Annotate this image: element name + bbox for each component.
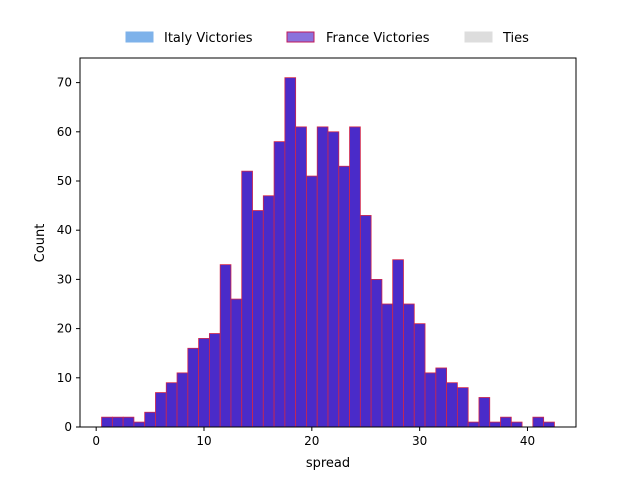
histogram-bar	[467, 421, 480, 428]
y-tick-label: 70	[57, 76, 72, 90]
histogram-bar	[424, 372, 437, 428]
histogram-bar	[403, 303, 415, 428]
histogram-bar	[392, 259, 404, 428]
x-tick-label: 20	[304, 434, 319, 448]
histogram-bar	[306, 175, 318, 428]
histogram-bar	[316, 126, 329, 428]
histogram-bar	[435, 367, 448, 428]
histogram-bar	[532, 416, 545, 428]
y-tick-label: 10	[57, 371, 72, 385]
histogram-bar	[122, 416, 135, 428]
histogram-bar	[478, 397, 491, 428]
histogram-bar	[198, 338, 210, 428]
legend-label-italy: Italy Victories	[164, 31, 253, 46]
histogram-bar	[155, 392, 167, 428]
histogram-bar	[284, 77, 297, 428]
histogram-bar	[133, 421, 146, 428]
y-axis-label: Count	[33, 224, 48, 263]
x-axis-ticks: 0 10 20 30 40	[92, 427, 535, 448]
legend-label-france: France Victories	[326, 31, 430, 46]
histogram-bar	[327, 131, 340, 428]
y-tick-label: 50	[57, 174, 72, 188]
histogram-bar	[489, 421, 501, 428]
histogram-bar	[111, 416, 124, 428]
histogram-bar	[241, 170, 253, 428]
x-tick-label: 0	[92, 434, 100, 448]
histogram-bar	[295, 126, 307, 428]
x-tick-label: 40	[520, 434, 535, 448]
histogram-bar	[510, 421, 523, 428]
y-tick-label: 40	[57, 223, 72, 237]
histogram-bar	[262, 195, 275, 428]
legend-label-ties: Ties	[502, 31, 529, 46]
x-tick-label: 30	[412, 434, 427, 448]
histogram-bar	[381, 303, 394, 428]
y-tick-label: 30	[57, 272, 72, 286]
y-tick-label: 60	[57, 125, 72, 139]
y-axis-ticks: 0 10 20 30 40 50 60 70	[57, 76, 80, 434]
histogram-bar	[349, 126, 361, 428]
legend-swatch-italy	[125, 31, 154, 43]
bars-group	[101, 77, 555, 428]
histogram-bar	[446, 382, 458, 428]
histogram-bar	[543, 421, 555, 428]
legend-swatch-ties	[464, 31, 493, 43]
histogram-bar	[101, 416, 113, 428]
y-tick-label: 20	[57, 322, 72, 336]
histogram-bar	[338, 165, 350, 428]
y-tick-label: 0	[64, 420, 72, 434]
histogram-bar	[252, 210, 264, 428]
plot-frame	[79, 57, 577, 428]
histogram-bar	[500, 416, 512, 428]
histogram-bar	[208, 333, 221, 428]
histogram-bar	[359, 215, 372, 428]
histogram-bar	[219, 264, 232, 428]
histogram-bar	[413, 323, 426, 428]
histogram-bar	[456, 387, 469, 428]
legend: Italy Victories France Victories Ties	[125, 31, 529, 46]
histogram-bar	[144, 411, 156, 428]
histogram-bar	[165, 382, 178, 428]
histogram-bar	[273, 141, 286, 428]
histogram-bar	[370, 278, 383, 428]
histogram-bar	[176, 372, 189, 428]
legend-swatch-france	[286, 31, 315, 43]
x-tick-label: 10	[196, 434, 211, 448]
histogram-bar	[230, 298, 243, 428]
x-axis-label: spread	[306, 456, 350, 471]
histogram-bar	[187, 347, 200, 428]
